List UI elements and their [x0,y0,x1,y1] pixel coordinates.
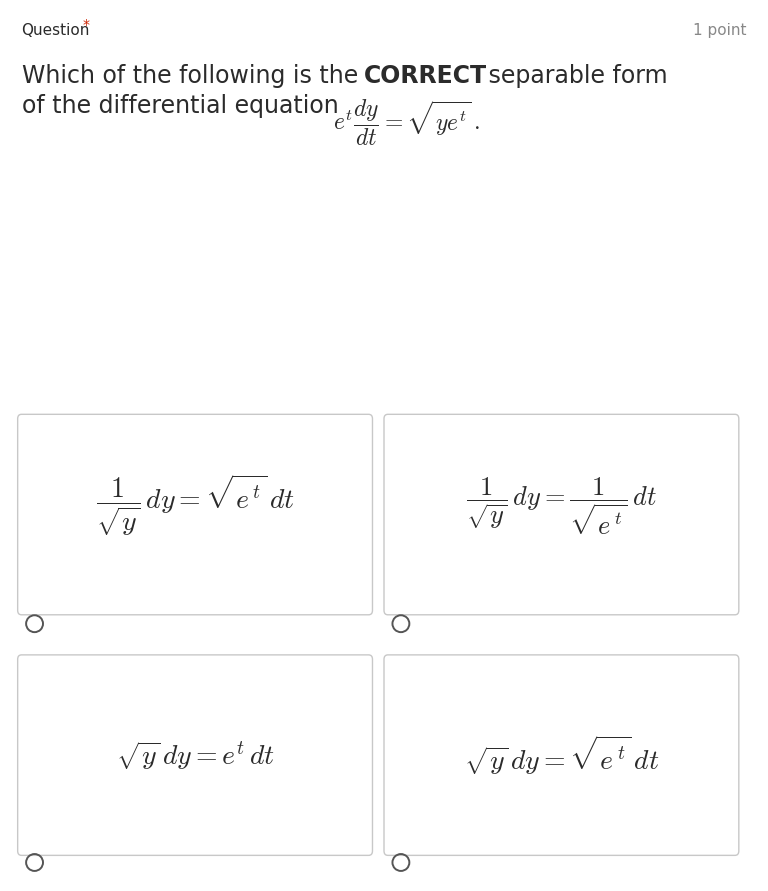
Text: of the differential equation: of the differential equation [22,94,346,118]
Text: $\sqrt{y}\,dy = \sqrt{e^{\,t}}\,dt$: $\sqrt{y}\,dy = \sqrt{e^{\,t}}\,dt$ [464,733,659,777]
FancyBboxPatch shape [18,655,372,855]
FancyBboxPatch shape [384,414,739,615]
Text: separable form: separable form [481,64,667,88]
Text: 1 point: 1 point [693,23,746,38]
FancyBboxPatch shape [18,414,372,615]
Text: CORRECT: CORRECT [364,64,487,88]
Text: $\dfrac{1}{\sqrt{y}}\,dy = \dfrac{1}{\sqrt{e^{\,t}}}\,dt$: $\dfrac{1}{\sqrt{y}}\,dy = \dfrac{1}{\sq… [465,475,657,536]
Text: *: * [82,18,89,32]
Text: $\sqrt{y}\,dy = e^{t}\,dt$: $\sqrt{y}\,dy = e^{t}\,dt$ [116,739,274,772]
Text: Question: Question [22,23,90,38]
Text: $e^{t}\dfrac{dy}{dt} = \sqrt{ye^{t}}\,.$: $e^{t}\dfrac{dy}{dt} = \sqrt{ye^{t}}\,.$ [333,98,480,149]
Text: Which of the following is the: Which of the following is the [22,64,366,88]
FancyBboxPatch shape [384,655,739,855]
Text: $\dfrac{1}{\sqrt{y}}\,dy = \sqrt{e^{\,t}}\,dt$: $\dfrac{1}{\sqrt{y}}\,dy = \sqrt{e^{\,t}… [96,473,294,538]
